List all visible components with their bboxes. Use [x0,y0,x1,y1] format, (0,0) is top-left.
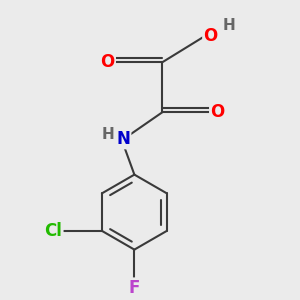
Text: F: F [129,279,140,297]
Text: H: H [102,127,115,142]
Text: O: O [203,27,218,45]
Text: N: N [116,130,130,148]
Text: O: O [100,53,115,71]
Text: Cl: Cl [44,222,62,240]
Text: H: H [223,18,236,33]
Text: O: O [210,103,225,121]
